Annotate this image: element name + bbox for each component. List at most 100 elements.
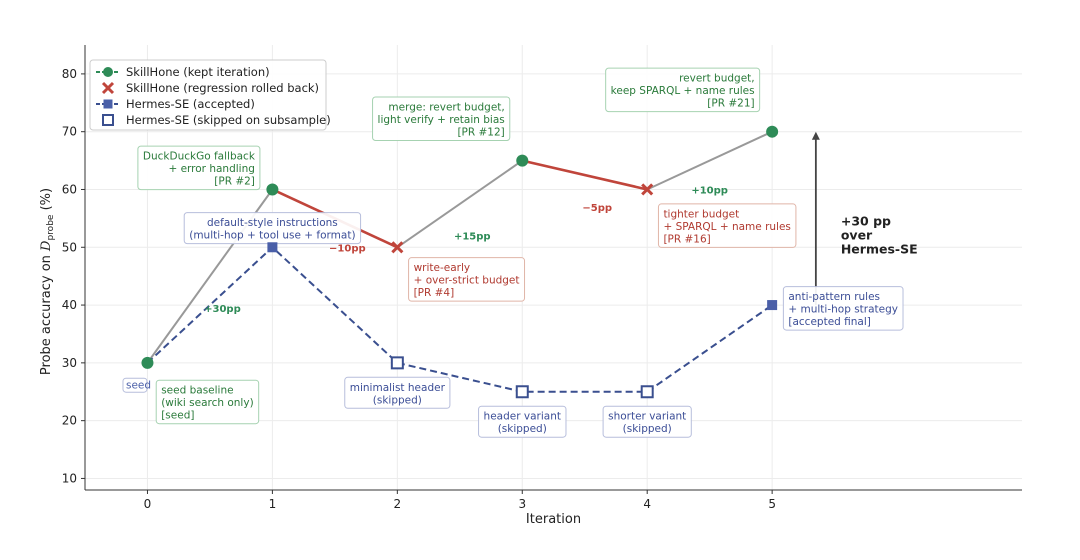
annotation-frame	[602, 405, 692, 438]
annotation-line: default-style instructions	[207, 217, 338, 229]
regression-marker-stroke	[641, 183, 654, 196]
annotation-line: header variant	[484, 411, 561, 423]
annotation-frame	[478, 405, 567, 438]
annotation-box: shorter variant(skipped)	[602, 405, 692, 438]
regression-marker-stroke	[101, 81, 115, 95]
annotation-line: write-early	[414, 262, 471, 274]
skillhone-segment	[646, 130, 773, 191]
skillhone-kept-marker	[141, 356, 154, 369]
annotation-frame	[782, 286, 904, 331]
axes	[81, 45, 1022, 494]
y-tick-label: 60	[62, 182, 77, 196]
annotation-line: [PR #2]	[214, 176, 255, 188]
regression-segment	[521, 159, 648, 191]
regression-marker	[641, 183, 654, 196]
arrow-head	[811, 131, 820, 140]
annotation-line: (multi-hop + tool use + format)	[189, 230, 355, 242]
annotation-frame	[155, 379, 260, 425]
annotation-frame	[657, 203, 797, 248]
legend-marker-accepted	[103, 99, 113, 109]
annotation-line: [seed]	[161, 410, 194, 422]
delta-label: −10pp	[329, 243, 366, 254]
annotation-frame	[137, 145, 261, 191]
seed-label: seed	[126, 380, 151, 392]
y-tick-label: 10	[62, 471, 77, 485]
annotation-box: default-style instructions(multi-hop + t…	[183, 212, 362, 245]
annotation-frame	[372, 96, 511, 142]
legend-label: Hermes-SE (skipped on subsample)	[126, 113, 331, 127]
callout-line: over	[841, 228, 873, 243]
callout-line: Hermes-SE	[841, 242, 918, 257]
skillhone-kept-marker	[516, 154, 529, 167]
annotation-line: seed baseline	[161, 385, 233, 397]
delta-label: +10pp	[691, 185, 728, 196]
x-tick-label: 0	[144, 497, 152, 511]
annotation-frame	[605, 67, 761, 113]
annotation-line: [PR #21]	[707, 98, 754, 110]
y-axis-label-subscript: probe	[46, 214, 56, 240]
annotation-line: + over-strict budget	[414, 275, 520, 287]
annotation-line: [PR #16]	[663, 233, 710, 245]
legend-marker-skipped	[102, 114, 114, 126]
annotations: seed seed baseline(wiki search only)[seed…	[122, 67, 904, 438]
annotation-line: + SPARQL + name rules	[663, 221, 790, 233]
annotation-line: (skipped)	[373, 394, 422, 406]
legend-label: SkillHone (kept iteration)	[126, 65, 270, 79]
delta-label: +15pp	[454, 232, 491, 243]
seed-label-box	[122, 377, 148, 393]
x-tick-label: 3	[518, 497, 526, 511]
annotation-line: merge: revert budget,	[388, 102, 504, 114]
callout-line: +30 pp	[841, 214, 891, 229]
tick-labels: 0 1 2 3 4 5 10 20 30 40 50 60 70 80	[62, 67, 776, 511]
annotation-box: anti-pattern rules+ multi-hop strategy[a…	[782, 286, 904, 331]
legend-marker-kept	[103, 67, 113, 77]
annotation-box: revert budget,keep SPARQL + name rules[P…	[605, 67, 761, 113]
annotation-box: seed baseline(wiki search only)[seed]	[155, 379, 260, 425]
y-tick-label: 40	[62, 298, 77, 312]
skillhone-segment	[396, 159, 523, 249]
legend-label: Hermes-SE (accepted)	[126, 97, 255, 111]
annotation-line: (skipped)	[498, 423, 547, 435]
y-tick-label: 70	[62, 125, 77, 139]
y-tick-label: 20	[62, 414, 77, 428]
annotation-line: light verify + retain bias	[378, 114, 505, 126]
annotation-line: + error handling	[168, 163, 254, 175]
annotation-line: shorter variant	[608, 411, 686, 423]
annotation-line: tighter budget	[663, 208, 739, 220]
x-tick-label: 4	[643, 497, 651, 511]
annotation-line: + multi-hop strategy	[788, 304, 898, 316]
hermes-skipped-marker	[390, 356, 404, 370]
y-axis-label: Probe accuracy on Dprobe (%)	[39, 188, 56, 375]
skillhone-kept-marker	[766, 125, 779, 138]
annotation-line: anti-pattern rules	[788, 291, 880, 303]
legend-frame	[89, 59, 327, 131]
annotation-line: DuckDuckGo fallback	[143, 151, 256, 163]
hermes-accepted-marker	[767, 300, 778, 311]
delta-label: +30pp	[204, 304, 241, 315]
x-tick-label: 5	[768, 497, 776, 511]
annotation-box: write-early+ over-strict budget[PR #4]	[408, 257, 526, 302]
y-axis-label-prefix: Probe accuracy on	[39, 251, 54, 375]
annotation-line: [accepted final]	[788, 316, 871, 328]
annotation-line: [PR #12]	[457, 127, 504, 139]
regression-marker	[391, 241, 404, 254]
regression-marker	[101, 81, 115, 95]
hermes-skipped-marker	[640, 385, 654, 399]
hermes-skipped-marker	[515, 385, 529, 399]
regression-marker-stroke	[391, 241, 404, 254]
annotation-line: [PR #4]	[414, 287, 455, 299]
x-tick-label: 2	[394, 497, 402, 511]
annotation-line: revert budget,	[679, 73, 755, 85]
annotation-frame	[344, 376, 451, 409]
y-axis-label-symbol: D	[39, 240, 54, 252]
legend-label: SkillHone (regression rolled back)	[126, 81, 319, 95]
delta-label: −5pp	[582, 203, 612, 214]
annotation-line: (wiki search only)	[161, 397, 253, 409]
x-tick-label: 1	[269, 497, 277, 511]
annotation-box: header variant(skipped)	[478, 405, 567, 438]
annotation-box: tighter budget+ SPARQL + name rules[PR #…	[657, 203, 797, 248]
y-axis-label-suffix: (%)	[39, 188, 54, 215]
x-axis-label: Iteration	[526, 512, 581, 527]
